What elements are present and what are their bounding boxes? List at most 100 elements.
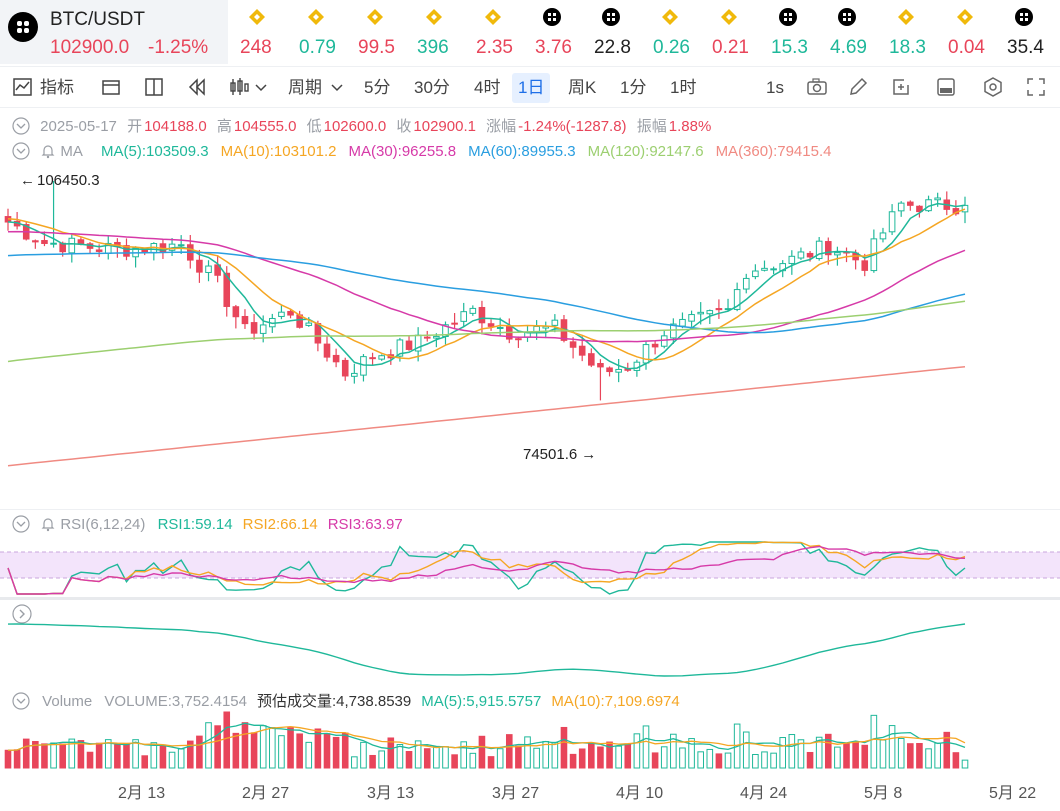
change-value: -1.24%(-1287.8): [518, 118, 627, 135]
pencil-icon[interactable]: [847, 76, 869, 98]
collapse-ma-icon[interactable]: [12, 142, 30, 160]
candle: [578, 345, 586, 356]
ticker-item[interactable]: 22.8: [594, 0, 652, 64]
ticker-item[interactable]: 99.5: [358, 0, 416, 64]
indicators-button[interactable]: 指标: [40, 78, 74, 97]
collapse-icon[interactable]: [12, 117, 30, 135]
period-button[interactable]: 周期: [288, 78, 322, 97]
volume-bar: [13, 749, 21, 769]
ticker-item[interactable]: 3.76: [535, 0, 593, 64]
interval-button[interactable]: 5分: [364, 78, 391, 97]
pair-name: BTC/USDT: [50, 9, 145, 30]
volume-bar: [879, 739, 887, 769]
ticker-item[interactable]: 396: [417, 0, 475, 64]
bell-icon[interactable]: [40, 143, 56, 159]
ma-label: MA: [60, 143, 83, 160]
volume-bar: [341, 732, 349, 769]
candle: [351, 372, 358, 377]
volume-bar: [852, 742, 859, 769]
bnb-icon: [662, 9, 678, 25]
speed-button[interactable]: 1s: [766, 78, 784, 97]
ticker-item[interactable]: 0.79: [299, 0, 357, 64]
ticker-item[interactable]: 4.69: [830, 0, 888, 64]
volume-bar: [633, 733, 641, 769]
period-chevron-icon[interactable]: [330, 76, 344, 98]
ticker-item[interactable]: 2.35: [476, 0, 534, 64]
volume-bar: [332, 736, 340, 769]
x-axis-label: 3月 27: [492, 785, 540, 802]
interval-button[interactable]: 1时: [670, 78, 697, 97]
high-annotation-value: 106450.3: [37, 172, 100, 189]
ticker-item[interactable]: 0.21: [712, 0, 770, 64]
layout-icon[interactable]: [143, 76, 165, 98]
candle: [287, 310, 294, 316]
volume-bar: [314, 728, 322, 769]
amp-value: 1.88%: [668, 118, 712, 135]
compare-icon[interactable]: [935, 76, 957, 98]
volume-bar: [779, 737, 787, 769]
pane-divider-1[interactable]: [0, 509, 1060, 510]
interval-button[interactable]: 4时: [474, 78, 501, 97]
volume-bar: [423, 748, 431, 769]
volume-bar: [943, 731, 951, 769]
ticker-value: 396: [417, 37, 449, 58]
ticker-value: 99.5: [358, 37, 395, 58]
camera-icon[interactable]: [806, 76, 828, 98]
ticker-item[interactable]: 0.26: [653, 0, 711, 64]
volume-bar: [433, 746, 440, 769]
collapse-rsi-icon[interactable]: [12, 515, 30, 533]
pane-divider-2[interactable]: [0, 597, 1060, 600]
fullscreen-icon[interactable]: [1025, 76, 1047, 98]
add-chart-icon[interactable]: [890, 76, 912, 98]
candle: [770, 268, 777, 271]
ticker-item[interactable]: 18.3: [889, 0, 947, 64]
volume-bar: [578, 748, 586, 769]
volume-bar: [715, 753, 723, 769]
ticker-item[interactable]: 248: [240, 0, 298, 64]
volume-bar: [159, 744, 167, 769]
candle: [433, 335, 440, 339]
volume-bar: [405, 751, 413, 769]
collapse-volume-icon[interactable]: [12, 692, 30, 710]
price-chart[interactable]: [0, 165, 1060, 505]
x-axis-label: 5月 22: [989, 785, 1037, 802]
replay-icon[interactable]: [186, 76, 208, 98]
ticker-value: 0.26: [653, 37, 690, 58]
ticker-item[interactable]: 15.3: [771, 0, 829, 64]
volume-bar: [925, 748, 932, 769]
expand-pane-icon[interactable]: [12, 604, 32, 624]
volume-bar: [642, 725, 650, 769]
volume-bar: [104, 739, 112, 769]
oscillator-chart[interactable]: [0, 620, 1060, 680]
volume-bar: [378, 750, 385, 769]
volume-bar: [542, 740, 550, 769]
rsi-chart[interactable]: [0, 540, 1060, 595]
candle: [879, 232, 887, 240]
volume-bar: [95, 742, 103, 769]
rsi-bell-icon[interactable]: [40, 516, 56, 532]
settings-icon[interactable]: [982, 76, 1004, 98]
legend-item: RSI2:66.14: [242, 516, 318, 533]
volume-bar: [150, 742, 158, 769]
interval-button[interactable]: 周K: [568, 78, 597, 97]
volume-chart[interactable]: [0, 710, 1060, 770]
pair-selector[interactable]: BTC/USDT 102900.0 -1.25%: [0, 0, 228, 64]
volume-bar: [797, 739, 805, 769]
candle: [742, 277, 750, 290]
ohlc-info: 2025-05-17 开 104188.0 高 104555.0 低 102600.0…: [12, 115, 717, 136]
chevron-down-icon[interactable]: [254, 76, 268, 98]
interval-button[interactable]: 1分: [620, 78, 647, 97]
volume-bar: [41, 743, 48, 769]
template-icon[interactable]: [100, 76, 122, 98]
rsi-label: RSI(6,12,24): [60, 516, 146, 533]
ticker-item[interactable]: 0.04: [948, 0, 1006, 64]
candle: [761, 267, 768, 271]
candle-type-icon[interactable]: [228, 76, 250, 98]
volume-bar: [478, 735, 486, 769]
legend-item: MA(360):79415.4: [715, 143, 832, 160]
interval-button[interactable]: 30分: [414, 78, 450, 97]
candle: [369, 357, 376, 360]
ticker-bar: BTC/USDT 102900.0 -1.25% 248 0.79 99.5 396 2…: [0, 0, 1060, 66]
ticker-item[interactable]: 35.4: [1007, 0, 1060, 64]
interval-button[interactable]: 1日: [512, 73, 551, 103]
